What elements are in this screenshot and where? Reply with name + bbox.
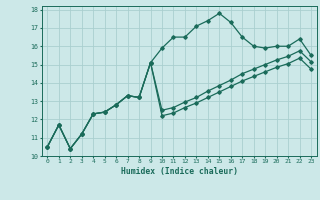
- X-axis label: Humidex (Indice chaleur): Humidex (Indice chaleur): [121, 167, 238, 176]
